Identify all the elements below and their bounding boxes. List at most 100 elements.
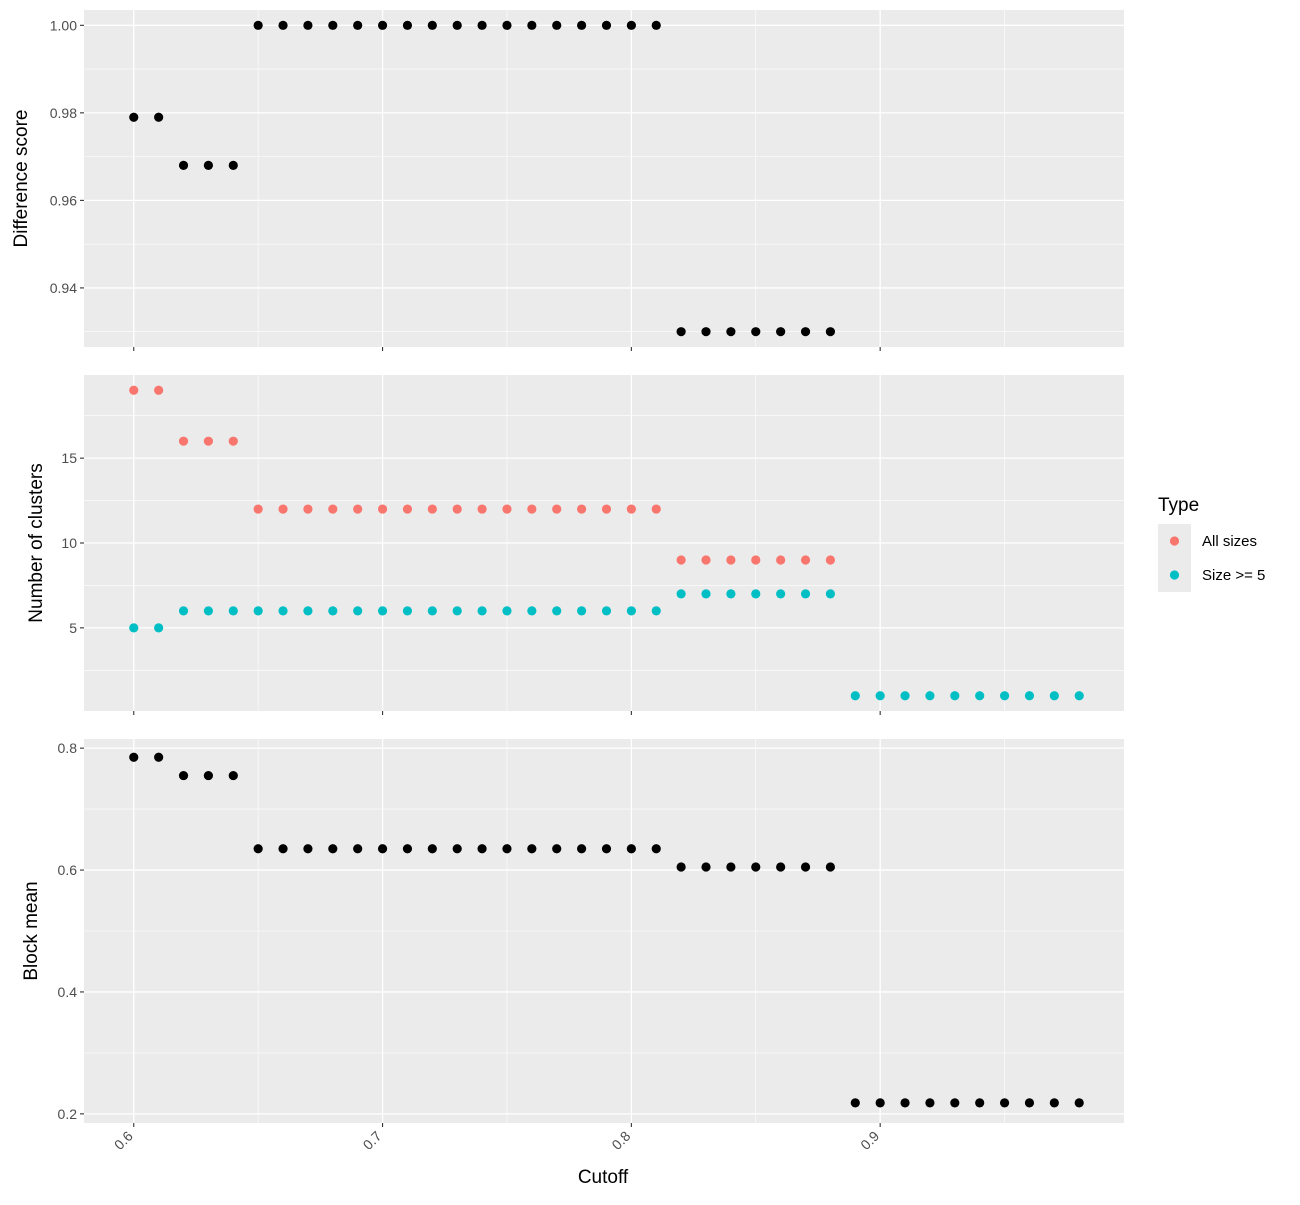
data-point <box>178 606 189 616</box>
data-point <box>154 623 164 633</box>
data-point <box>1074 1098 1084 1108</box>
data-point <box>129 623 139 633</box>
data-point <box>154 385 164 395</box>
data-point <box>303 504 313 514</box>
data-point <box>203 770 214 781</box>
data-point <box>452 606 462 616</box>
data-point <box>178 770 189 781</box>
y-tick-label: 0.94 <box>50 280 77 296</box>
data-point <box>154 752 164 762</box>
data-point <box>402 20 413 30</box>
data-point <box>975 1098 985 1108</box>
data-point <box>999 1098 1010 1108</box>
data-point <box>701 327 711 337</box>
data-point <box>552 606 562 616</box>
data-point <box>203 160 214 170</box>
y-tick-label: 5 <box>69 620 77 636</box>
data-point <box>825 589 836 599</box>
data-point <box>850 691 860 701</box>
y-tick-label: 0.6 <box>58 862 78 878</box>
data-point <box>402 504 413 514</box>
x-tick-label: 0.9 <box>857 1128 882 1153</box>
data-point <box>825 862 836 872</box>
data-point <box>1049 1098 1059 1108</box>
data-point <box>651 504 661 514</box>
data-point <box>999 691 1010 701</box>
data-point <box>452 844 462 854</box>
data-point <box>303 606 313 616</box>
panel-2: 5 10 15 Number of clusters <box>26 375 1124 715</box>
data-point <box>701 862 711 872</box>
data-point <box>353 606 363 616</box>
data-point <box>751 555 761 565</box>
data-point <box>253 606 263 616</box>
panel-1: 0.94 0.96 0.98 1.00 Difference score <box>11 10 1124 351</box>
data-point <box>427 20 437 30</box>
x-tick-label: 0.8 <box>608 1128 633 1153</box>
data-point <box>278 504 288 514</box>
data-point <box>800 555 811 565</box>
y-axis-title: Block mean <box>21 881 42 980</box>
data-point <box>577 606 587 616</box>
data-point <box>303 844 313 854</box>
data-point <box>676 862 686 872</box>
y-tick-label: 1.00 <box>50 17 77 33</box>
data-point <box>253 844 263 854</box>
data-point <box>353 504 363 514</box>
data-point <box>676 589 686 599</box>
legend-marker <box>1169 536 1180 546</box>
data-point <box>278 606 288 616</box>
x-axis-title: Cutoff <box>578 1167 629 1188</box>
data-point <box>601 504 612 514</box>
data-point <box>427 504 437 514</box>
data-point <box>751 862 761 872</box>
data-point <box>328 504 338 514</box>
y-axis-title: Difference score <box>11 110 32 248</box>
data-point <box>228 436 238 446</box>
data-point <box>601 844 612 854</box>
data-point <box>552 504 562 514</box>
data-point <box>950 691 960 701</box>
data-point <box>726 327 736 337</box>
data-point <box>751 589 761 599</box>
data-point <box>626 844 636 854</box>
data-point <box>900 691 910 701</box>
data-point <box>1074 691 1084 701</box>
data-point <box>129 385 139 395</box>
data-point <box>1049 691 1059 701</box>
data-point <box>875 1098 885 1108</box>
y-axis-title: Number of clusters <box>26 463 47 622</box>
data-point <box>776 327 786 337</box>
data-point <box>502 20 512 30</box>
legend-marker <box>1169 570 1180 580</box>
data-point <box>552 844 562 854</box>
data-point <box>626 20 636 30</box>
data-point <box>900 1098 910 1108</box>
data-point <box>328 606 338 616</box>
data-point <box>776 862 786 872</box>
data-point <box>253 504 263 514</box>
data-point <box>726 555 736 565</box>
data-point <box>950 1098 960 1108</box>
data-point <box>502 504 512 514</box>
data-point <box>676 327 686 337</box>
legend-label: All sizes <box>1202 533 1257 550</box>
data-point <box>601 606 612 616</box>
data-point <box>626 606 636 616</box>
y-tick-label: 0.96 <box>50 192 77 208</box>
panel-background <box>84 10 1124 347</box>
data-point <box>278 20 288 30</box>
data-point <box>129 752 139 762</box>
data-point <box>527 844 537 854</box>
data-point <box>377 606 388 616</box>
series-all-sizes <box>129 385 836 565</box>
data-point <box>427 844 437 854</box>
data-point <box>303 20 313 30</box>
data-point <box>875 691 885 701</box>
data-point <box>178 160 189 170</box>
data-point <box>1024 691 1035 701</box>
data-point <box>527 20 537 30</box>
panel-3: 0.2 0.4 0.6 0.8 Block mean <box>21 739 1124 1127</box>
data-point <box>800 862 811 872</box>
